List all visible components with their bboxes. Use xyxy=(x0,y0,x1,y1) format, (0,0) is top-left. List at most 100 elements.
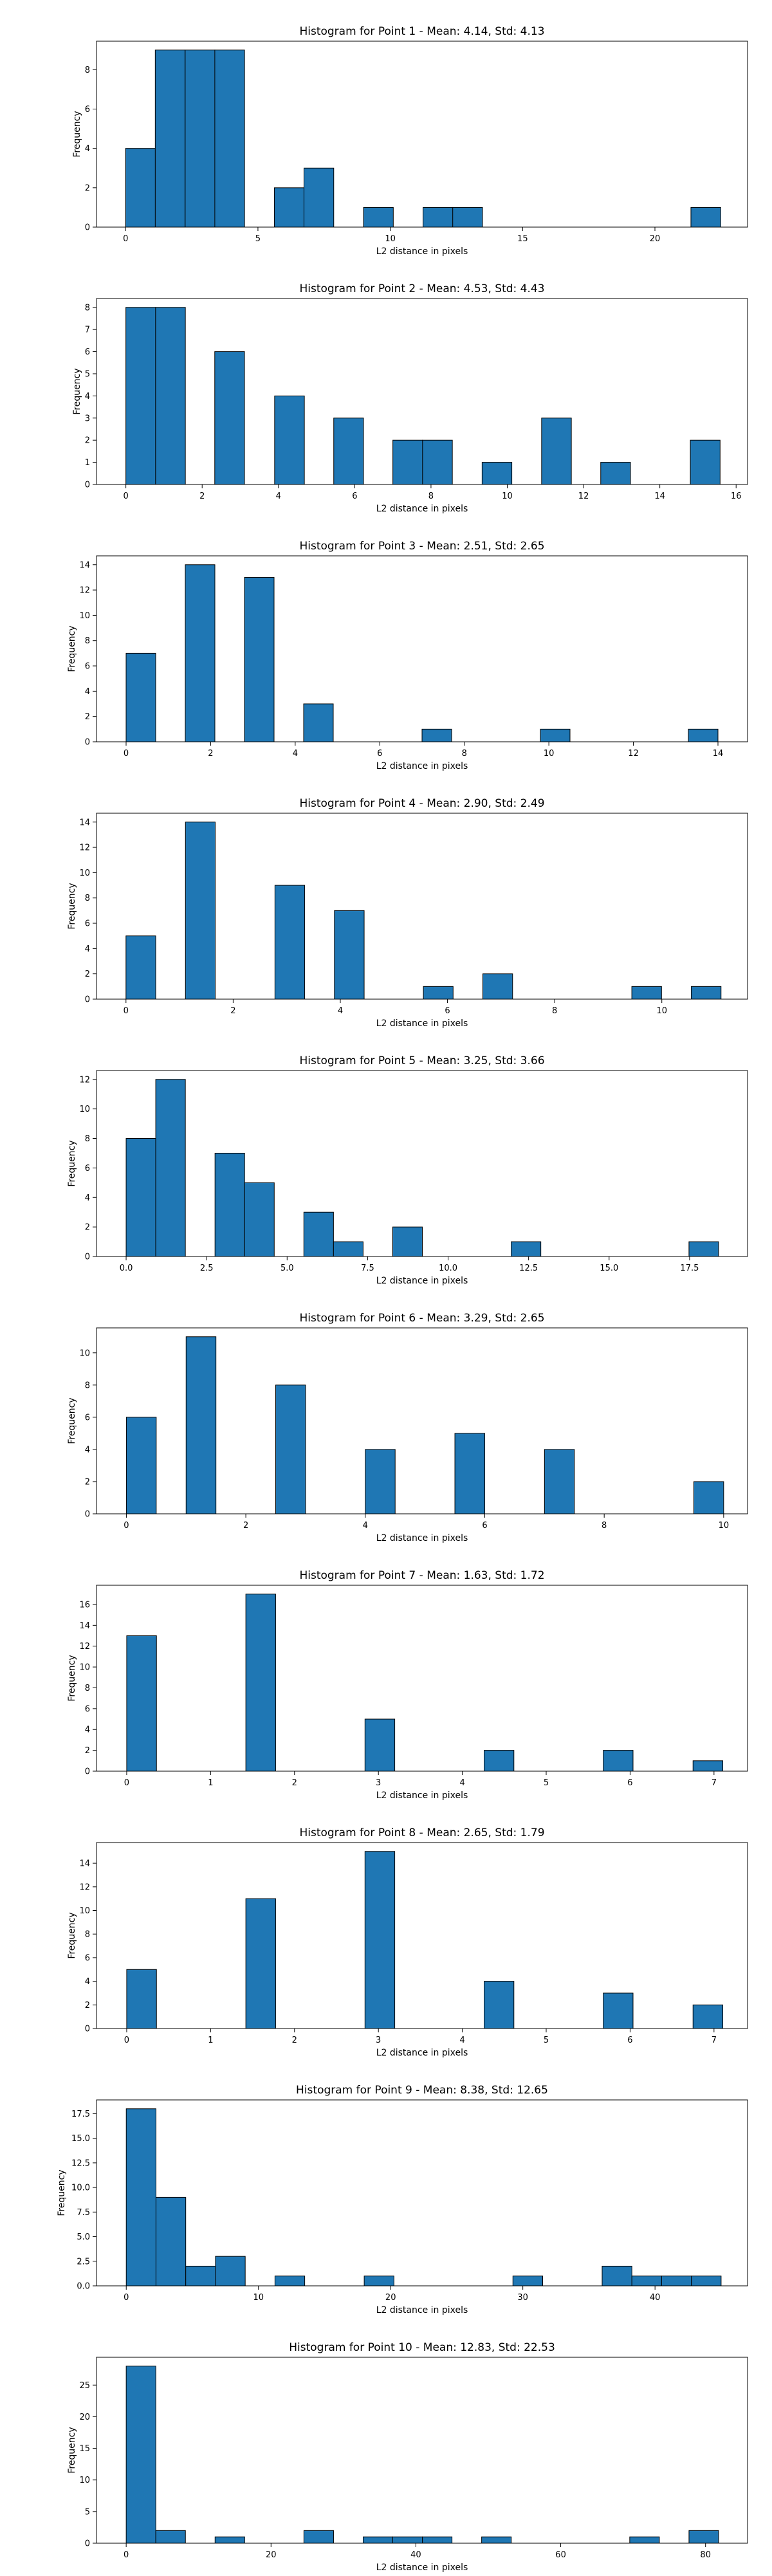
x-tick-label: 0 xyxy=(124,492,129,501)
y-tick-label: 2 xyxy=(85,2001,90,2010)
histogram-bar xyxy=(691,986,722,1000)
y-tick-label: 8 xyxy=(85,1134,90,1144)
histogram-bar xyxy=(185,1336,217,1514)
y-tick-label: 5 xyxy=(85,2507,90,2517)
histogram-bar xyxy=(214,1152,245,1257)
y-tick-label: 4 xyxy=(85,944,90,954)
histogram-bar xyxy=(364,1718,396,1772)
histogram-bar xyxy=(155,2530,186,2544)
x-tick-label: 40 xyxy=(650,2293,661,2303)
plot-frame xyxy=(96,555,748,742)
x-tick-label: 6 xyxy=(482,1521,487,1531)
y-tick-label: 0 xyxy=(85,995,90,1005)
y-tick-label: 16 xyxy=(79,1600,90,1610)
histogram-bar xyxy=(125,1417,157,1514)
histogram-bar xyxy=(154,50,186,228)
y-tick-label: 10 xyxy=(79,2476,90,2485)
x-tick-label: 2 xyxy=(208,749,213,759)
x-tick-label: 10 xyxy=(502,492,513,501)
x-tick-label: 2 xyxy=(199,492,205,501)
histogram-bar xyxy=(422,439,453,485)
x-tick-label: 10 xyxy=(385,234,396,244)
x-tick-label: 4 xyxy=(338,1006,343,1016)
x-tick-label: 20 xyxy=(266,2550,277,2560)
x-tick-label: 4 xyxy=(276,492,281,501)
histogram-3: Histogram for Point 3 - Mean: 2.51, Std:… xyxy=(67,540,748,771)
histogram-bar xyxy=(274,885,306,1000)
y-tick-label: 6 xyxy=(85,919,90,929)
histogram-bar xyxy=(364,1851,396,2029)
x-tick-label: 2.5 xyxy=(200,1264,214,1273)
histogram-bar xyxy=(125,652,156,742)
histogram-bar xyxy=(421,728,452,742)
histogram-bar xyxy=(692,1760,724,1772)
x-tick-label: 1 xyxy=(208,2036,213,2045)
x-tick-label: 14 xyxy=(713,749,724,759)
y-tick-label: 14 xyxy=(79,1621,90,1631)
histogram-bar xyxy=(631,2276,662,2286)
chart-title: Histogram for Point 8 - Mean: 2.65, Std:… xyxy=(299,1826,544,1839)
x-axis-label: L2 distance in pixels xyxy=(376,1790,468,1801)
x-tick-label: 1 xyxy=(208,1778,213,1788)
y-tick-label: 10 xyxy=(79,611,90,621)
x-tick-label: 8 xyxy=(602,1521,607,1531)
plot-frame xyxy=(96,2357,748,2544)
histogram-bar xyxy=(275,1385,306,1514)
histogram-bar xyxy=(214,2536,245,2544)
y-tick-label: 1 xyxy=(85,458,90,468)
histogram-bar xyxy=(690,207,721,228)
histogram-bar xyxy=(215,2256,246,2286)
x-tick-label: 3 xyxy=(376,2036,381,2045)
y-axis-label: Frequency xyxy=(67,1655,77,1701)
x-tick-label: 5 xyxy=(544,1778,549,1788)
histogram-bar xyxy=(422,2536,453,2544)
x-tick-label: 6 xyxy=(627,1778,632,1788)
x-tick-label: 7 xyxy=(712,1778,717,1788)
x-tick-label: 2 xyxy=(292,1778,297,1788)
histogram-bar xyxy=(688,728,719,742)
histogram-bar xyxy=(333,418,364,485)
histogram-bar xyxy=(452,207,483,228)
y-tick-label: 10 xyxy=(79,1906,90,1916)
x-tick-label: 80 xyxy=(700,2550,711,2560)
plot-frame xyxy=(96,1327,748,1514)
x-axis-label: L2 distance in pixels xyxy=(376,1018,468,1029)
x-tick-label: 4 xyxy=(459,1778,464,1788)
histogram-bar xyxy=(125,148,156,228)
histogram-7: Histogram for Point 7 - Mean: 1.63, Std:… xyxy=(67,1569,748,1801)
x-tick-label: 5.0 xyxy=(280,1264,294,1273)
chart-title: Histogram for Point 5 - Mean: 3.25, Std:… xyxy=(299,1054,544,1067)
x-tick-label: 4 xyxy=(459,2036,464,2045)
y-tick-label: 4 xyxy=(85,392,90,401)
histogram-bar xyxy=(125,307,156,485)
y-tick-label: 6 xyxy=(85,347,90,357)
histogram-bar xyxy=(245,1898,276,2029)
y-tick-label: 6 xyxy=(85,1164,90,1173)
histogram-5: Histogram for Point 5 - Mean: 3.25, Std:… xyxy=(67,1054,748,1286)
y-tick-label: 8 xyxy=(85,303,90,313)
x-tick-label: 10 xyxy=(719,1521,730,1531)
x-tick-label: 0 xyxy=(124,1521,129,1531)
histogram-bar xyxy=(603,1992,634,2029)
x-axis-label: L2 distance in pixels xyxy=(376,504,468,514)
y-tick-label: 17.5 xyxy=(71,2110,90,2119)
histogram-9: Histogram for Point 9 - Mean: 8.38, Std:… xyxy=(57,2084,748,2315)
x-tick-label: 0.0 xyxy=(120,1264,133,1273)
x-axis-label: L2 distance in pixels xyxy=(376,2048,468,2058)
histogram-bar xyxy=(688,2530,719,2544)
y-tick-label: 2 xyxy=(85,1223,90,1233)
x-tick-label: 5 xyxy=(255,234,261,244)
x-tick-label: 2 xyxy=(292,2036,297,2045)
y-tick-label: 7.5 xyxy=(77,2208,90,2218)
y-tick-label: 10 xyxy=(79,869,90,878)
y-tick-label: 4 xyxy=(85,687,90,697)
histogram-bar xyxy=(365,1449,396,1514)
histogram-bar xyxy=(274,2276,306,2286)
histogram-bar xyxy=(185,822,216,1000)
histogram-bar xyxy=(155,307,186,485)
y-axis-label: Frequency xyxy=(67,2427,77,2473)
y-tick-label: 14 xyxy=(79,560,90,570)
chart-title: Histogram for Point 2 - Mean: 4.53, Std:… xyxy=(299,282,544,295)
x-tick-label: 8 xyxy=(552,1006,557,1016)
histogram-bar xyxy=(303,1211,334,1257)
